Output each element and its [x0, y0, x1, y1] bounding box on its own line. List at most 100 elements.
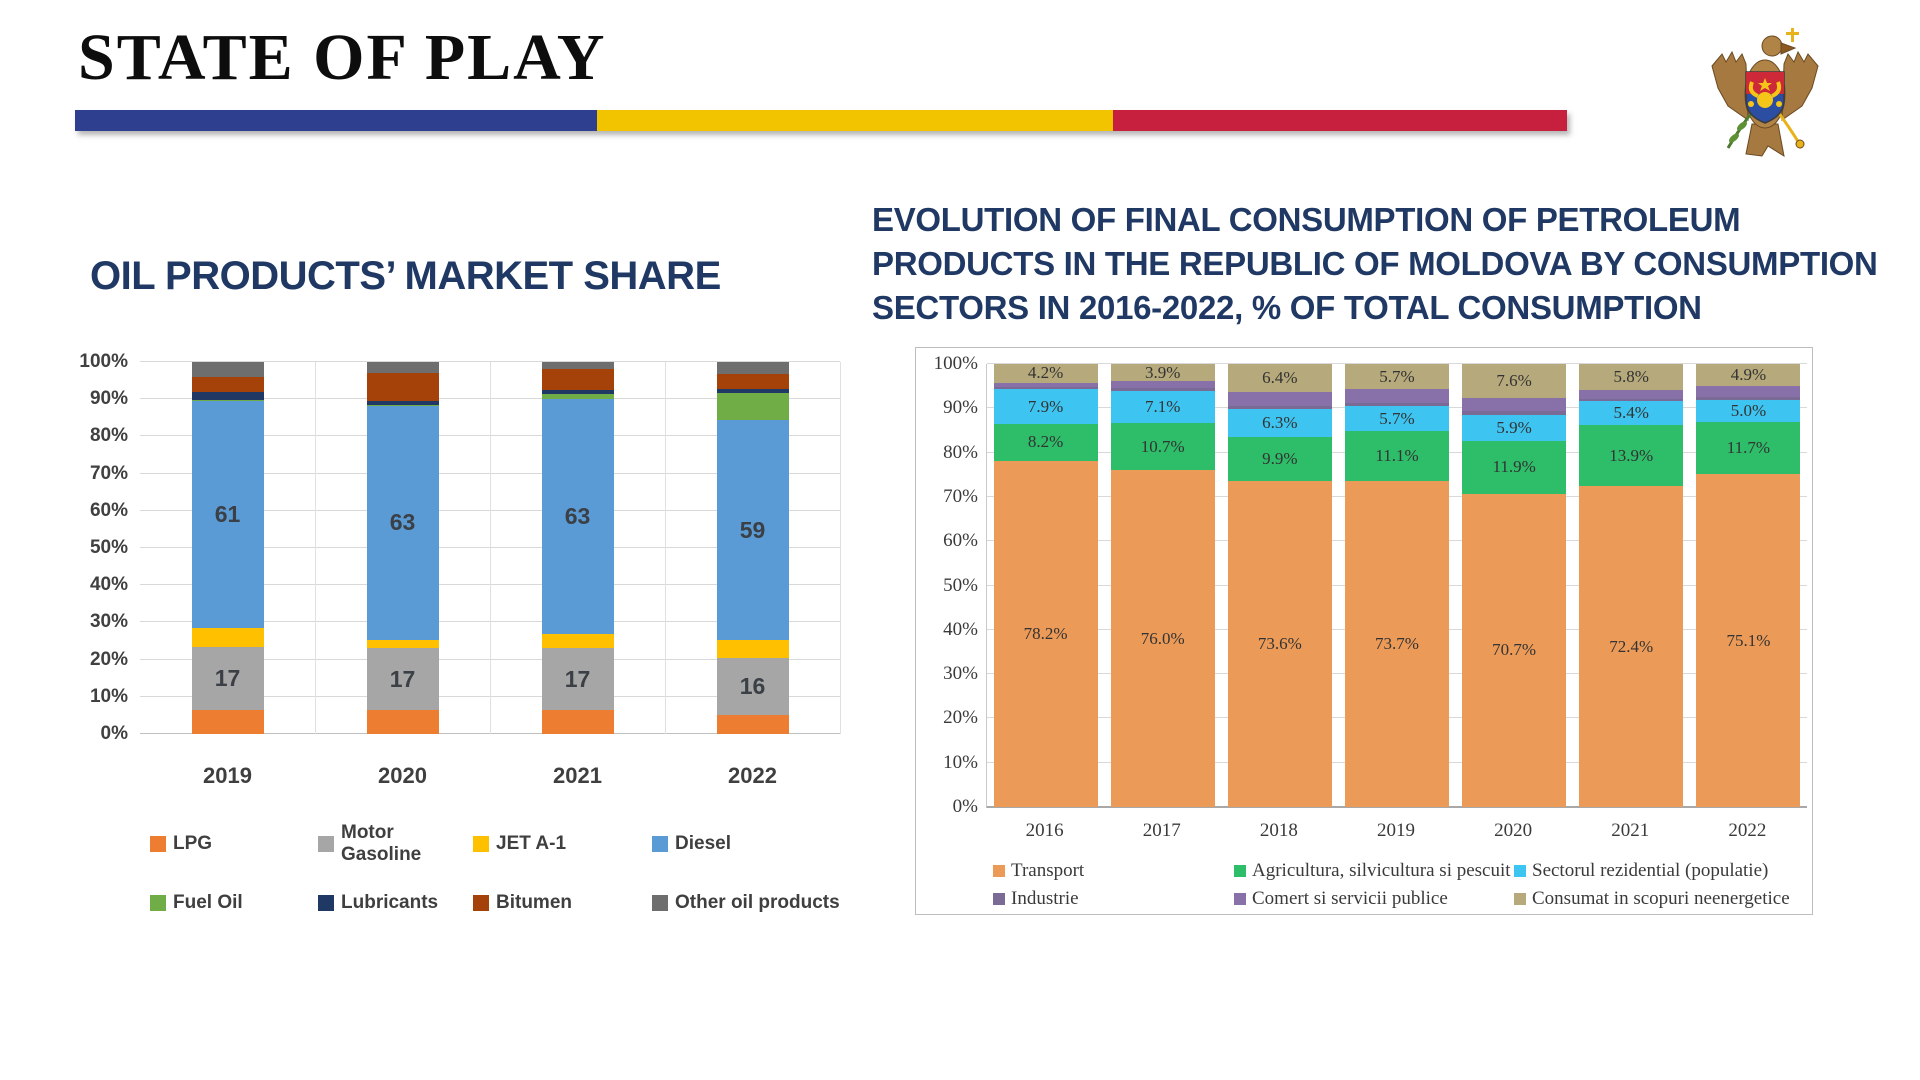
bar-value-label: 78.2% — [1023, 623, 1068, 643]
bar-segment: 10.7% — [1110, 422, 1215, 471]
bar-segment — [1696, 396, 1801, 401]
stacked-bar: 17 63 — [541, 362, 614, 734]
bar-segment — [1579, 389, 1684, 399]
stacked-bar: 17 63 — [366, 362, 439, 734]
bar-value-label: 5.8% — [1613, 366, 1649, 386]
bar-value-label: 13.9% — [1609, 445, 1654, 465]
bar-value-label: 5.0% — [1730, 401, 1767, 421]
x-tick-label: 2019 — [203, 763, 252, 788]
legend-item: Other oil products — [652, 892, 840, 914]
bar-segment — [1462, 397, 1567, 411]
legend-item: Consumat in scopuri neenergetice — [1514, 888, 1800, 910]
bar-value-label: 9.9% — [1262, 449, 1298, 469]
bar-value-label: 4.2% — [1027, 363, 1064, 383]
bar-value-label: 5.4% — [1613, 402, 1649, 422]
bar-segment: 72.4% — [1579, 486, 1684, 807]
bar-segment — [1344, 389, 1449, 403]
bar-segment: 6.3% — [1227, 409, 1332, 438]
consumption-sectors-chart-panel: 0% 10% 20% 30% 40% 50% 60% 70% 80% 90% 100% 78.2% 8… — [915, 347, 1813, 915]
bar-segment — [366, 639, 439, 649]
bar-segment — [541, 393, 614, 400]
legend-item: LPG — [150, 822, 318, 866]
flag-bar-blue-segment — [75, 110, 598, 131]
y-tick-label: 20% — [943, 707, 978, 729]
bar-value-label: 3.9% — [1144, 362, 1181, 382]
y-tick-label: 30% — [943, 663, 978, 685]
legend-label: JET A-1 — [496, 833, 567, 854]
bar-segment: 61 — [191, 401, 264, 628]
right-chart-x-axis: 2016 2017 2018 2019 2020 2021 2022 — [986, 820, 1806, 842]
bar-segment — [716, 639, 789, 658]
bar-segment — [1110, 381, 1215, 389]
bar-value-label: 61 — [214, 501, 241, 528]
y-tick-label: 50% — [943, 574, 978, 596]
bar-segment — [993, 382, 1098, 388]
bar-segment: 59 — [716, 420, 789, 640]
left-chart-x-axis: 2019 2020 2021 2022 — [140, 763, 840, 789]
bar-value-label: 16 — [739, 673, 766, 700]
bar-value-label: 11.9% — [1492, 457, 1536, 477]
bar-value-label: 5.7% — [1379, 366, 1415, 386]
y-tick-label: 10% — [89, 685, 128, 707]
bar-segment — [191, 709, 264, 734]
legend-swatch — [993, 865, 1005, 877]
bar-value-label: 7.6% — [1496, 370, 1532, 390]
category-cell: 72.4% 13.9% 5.4% 5.8% — [1573, 364, 1690, 807]
bar-segment — [716, 392, 789, 421]
grid-line — [140, 361, 840, 362]
y-tick-label: 60% — [89, 499, 128, 521]
legend-swatch — [1234, 893, 1246, 905]
bar-value-label: 63 — [389, 509, 416, 536]
bar-segment: 5.0% — [1696, 400, 1801, 423]
category-cell: 78.2% 8.2% 7.9% 4.2% — [987, 363, 1104, 807]
bar-segment: 8.2% — [993, 424, 1098, 461]
legend-item: Lubricants — [318, 892, 473, 914]
x-tick-label: 2019 — [1376, 820, 1415, 841]
y-tick-label: 100% — [933, 353, 978, 374]
bar-segment: 73.6% — [1227, 480, 1332, 807]
y-tick-label: 0% — [100, 723, 128, 744]
bar-segment: 7.6% — [1462, 364, 1567, 398]
x-tick-label: 2017 — [1142, 820, 1181, 841]
x-tick-label: 2020 — [378, 763, 427, 788]
y-tick-label: 70% — [89, 462, 128, 484]
legend-item: Fuel Oil — [150, 892, 318, 914]
stacked-bar: 17 61 — [191, 362, 264, 734]
bar-value-label: 72.4% — [1609, 636, 1654, 656]
bar-segment: 7.1% — [1110, 391, 1215, 423]
bar-value-label: 73.6% — [1257, 633, 1302, 653]
bar-segment — [191, 628, 264, 647]
legend-item: Agricultura, silvicultura si pescuit — [1234, 860, 1514, 882]
bar-segment — [716, 715, 789, 734]
y-tick-label: 40% — [89, 574, 128, 596]
bar-value-label: 5.7% — [1379, 408, 1415, 428]
bar-segment: 7.9% — [993, 389, 1098, 425]
category-cell: 75.1% 11.7% 5.0% 4.9% — [1690, 364, 1807, 807]
legend-swatch — [1514, 893, 1526, 905]
bar-segment — [366, 709, 439, 734]
bar-segment: 63 — [541, 399, 614, 634]
bar-segment — [541, 369, 614, 390]
bar-segment — [716, 373, 789, 389]
y-tick-label: 20% — [89, 648, 128, 670]
category-cell: 17 63 — [490, 362, 666, 734]
legend-swatch — [150, 836, 166, 852]
x-tick-label: 2021 — [553, 763, 602, 788]
legend-label: Bitumen — [496, 892, 572, 913]
legend-swatch — [652, 895, 668, 911]
legend-item: Transport — [993, 860, 1234, 882]
moldova-coat-of-arms-icon — [1711, 28, 1819, 158]
bar-segment — [191, 362, 264, 377]
bar-segment — [541, 633, 614, 649]
bar-segment: 9.9% — [1227, 437, 1332, 481]
category-cell: 73.7% 11.1% 5.7% 5.7% — [1338, 364, 1455, 807]
y-tick-label: 90% — [89, 388, 128, 410]
moldova-flag-bar — [75, 110, 1567, 131]
bar-value-label: 59 — [739, 516, 766, 543]
legend-swatch — [150, 895, 166, 911]
bar-segment: 5.8% — [1579, 364, 1684, 390]
bar-value-label: 11.7% — [1726, 438, 1771, 458]
y-tick-label: 0% — [952, 796, 978, 817]
right-chart-plot-area: 78.2% 8.2% 7.9% 4.2% 76.0% 10.7% 7.1% 3.9% 73.6%… — [986, 362, 1807, 808]
bar-segment: 5.7% — [1344, 364, 1449, 390]
